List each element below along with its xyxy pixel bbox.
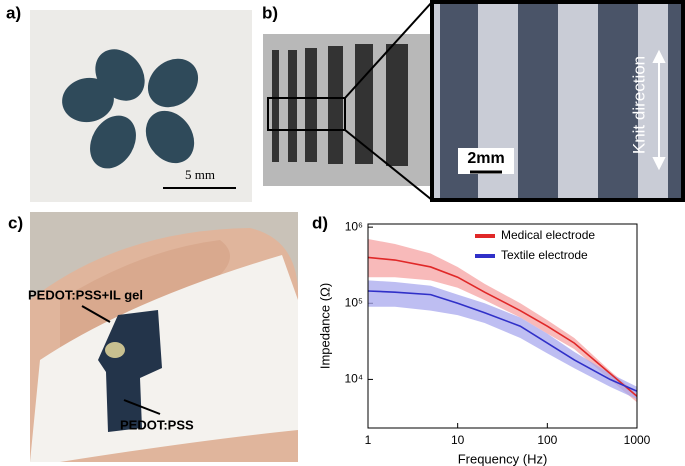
zoom-frame [430,0,685,202]
knit-arrow [652,49,666,171]
x-tick-label: 100 [537,433,557,447]
arrow [123,399,161,415]
bandage [30,255,298,462]
scale-label: 2mm [467,150,504,167]
panel-label: b) [262,3,278,22]
zoom-box [267,97,346,131]
x-axis-label: Frequency (Hz) [458,451,548,466]
scale-bg [458,148,514,174]
y-tick-label: 10⁶ [345,219,363,233]
printed-flower [62,49,199,169]
x-tick-label: 1000 [624,433,651,447]
x-tick-label: 10 [451,433,465,447]
error-band [368,238,637,403]
scale-label: 5 mm [185,167,215,182]
y-axis-label: Impedance (Ω) [317,283,332,369]
error-band [368,280,637,400]
printed-stripes [272,44,408,166]
zoom-line [344,1,433,99]
annotation: PEDOT:PSS [120,417,194,432]
panel-label: d) [312,213,328,232]
x-tick-label: 1 [365,433,372,447]
zoom-line [344,129,433,201]
gel-spot [105,342,125,358]
legend-label: Textile electrode [501,248,588,262]
y-tick-label: 10⁵ [345,295,363,309]
panel-label: a) [6,3,21,22]
y-tick-label: 10⁴ [344,372,363,386]
knit-label: Knit direction [629,56,648,154]
impedance-chart: 1 10 100 1000 10⁴ 10⁵ 10⁶ Frequency (Hz) Impedan… [317,219,650,466]
series-line [367,290,638,392]
panel-label: c) [8,213,23,232]
electrode [98,310,162,432]
legend-label: Medical electrode [501,228,595,242]
annotation: PEDOT:PSS+IL gel [28,287,143,302]
series-line [367,256,638,397]
arrow [81,305,111,323]
plot-frame [367,223,638,429]
